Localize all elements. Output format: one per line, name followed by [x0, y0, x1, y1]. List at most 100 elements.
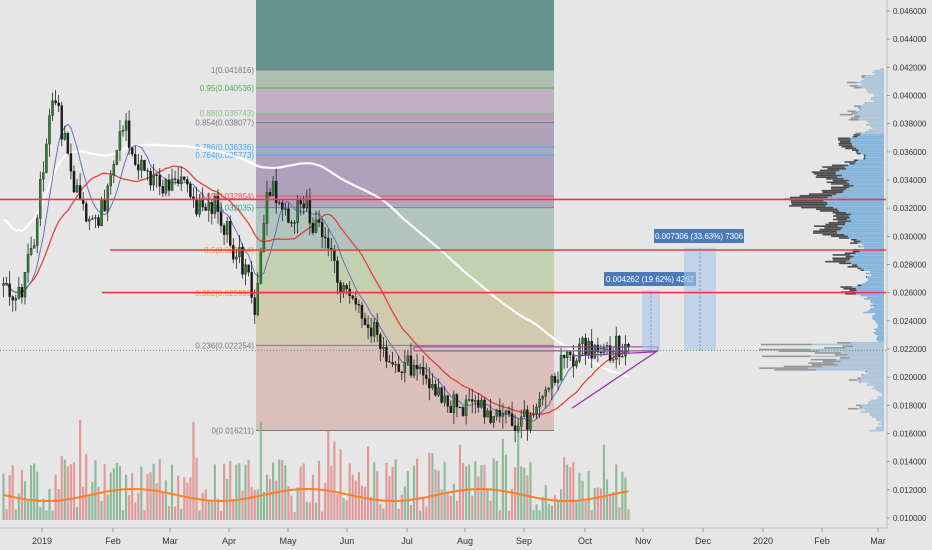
- volume-bar: [526, 475, 529, 520]
- candle-down: [232, 245, 235, 260]
- candle-up: [480, 399, 483, 408]
- volume-profile-bar: [868, 309, 884, 312]
- volume-profile-bar: [853, 255, 884, 258]
- volume-profile-bar: [852, 149, 859, 151]
- volume-profile-bar: [839, 210, 884, 212]
- volume-bar: [192, 421, 195, 520]
- volume-bar: [373, 462, 376, 520]
- candle-up: [614, 335, 618, 360]
- volume-profile-bar: [861, 83, 884, 86]
- volume-profile-bar: [832, 211, 846, 214]
- fib-level-label: 1(0.041816): [211, 66, 254, 75]
- candle-down: [281, 202, 284, 210]
- candle-up: [406, 355, 410, 363]
- volume-bar: [17, 493, 20, 520]
- volume-profile-bar: [867, 372, 884, 375]
- volume-bar: [88, 496, 91, 520]
- candle-up: [112, 164, 116, 176]
- x-tick-label: 2019: [32, 536, 52, 546]
- candle-down: [311, 223, 315, 233]
- volume-profile-bar: [850, 140, 884, 143]
- volume-profile-bar: [878, 423, 884, 425]
- volume-profile-bar: [847, 81, 857, 84]
- volume-profile-bar: [866, 120, 884, 123]
- volume-profile-bar: [812, 363, 838, 366]
- volume-profile-bar: [877, 335, 884, 337]
- volume-bar: [149, 472, 152, 520]
- candle-up: [51, 100, 54, 116]
- fib-level-label: 0.95(0.040536): [200, 84, 255, 93]
- volume-profile-bar: [863, 311, 884, 314]
- volume-profile-bar: [850, 242, 858, 244]
- candle-up: [501, 413, 505, 417]
- volume-bar: [75, 507, 79, 520]
- volume-profile-bar: [849, 237, 884, 239]
- volume-bar: [26, 499, 30, 520]
- volume-bar: [431, 453, 434, 520]
- fib-zone-band: [256, 155, 554, 197]
- volume-bar: [174, 506, 177, 520]
- volume-profile-bar: [819, 228, 841, 231]
- volume-profile-bar: [858, 265, 884, 268]
- candle-down: [354, 298, 358, 305]
- x-tick-label: Apr: [222, 536, 236, 546]
- candle-up: [207, 202, 211, 211]
- volume-profile-bar: [849, 137, 884, 140]
- candle-up: [556, 379, 560, 383]
- volume-profile-bar: [849, 289, 857, 292]
- candle-down: [409, 355, 413, 376]
- volume-profile-bar: [880, 421, 884, 424]
- volume-bar: [367, 446, 370, 520]
- volume-profile-bar: [853, 86, 862, 89]
- candle-down: [97, 217, 100, 226]
- volume-profile-bar: [847, 353, 884, 356]
- volume-bar: [198, 510, 201, 520]
- fib-zone-band: [256, 292, 554, 346]
- volume-bar: [112, 468, 115, 520]
- candle-down: [608, 345, 612, 361]
- x-tick-label: 2020: [753, 536, 773, 546]
- volume-profile-bar: [872, 316, 884, 319]
- candle-down: [8, 283, 11, 297]
- volume-profile-bar: [825, 223, 845, 226]
- candle-up: [538, 398, 541, 408]
- volume-profile-bar: [865, 156, 884, 158]
- volume-bar: [351, 474, 354, 520]
- volume-profile-bar: [760, 343, 812, 346]
- volume-bar: [5, 509, 8, 520]
- volume-bar: [391, 466, 394, 520]
- y-tick-label: 0.020000: [893, 373, 927, 382]
- volume-bar: [560, 489, 563, 520]
- candle-up: [547, 387, 551, 390]
- volume-bar: [370, 496, 373, 520]
- fib-zone-band: [256, 196, 554, 208]
- volume-profile-bar: [826, 181, 847, 184]
- candle-down: [333, 249, 336, 261]
- y-tick-label: 0.028000: [893, 261, 927, 270]
- volume-bar: [544, 485, 547, 520]
- candle-down: [167, 179, 171, 191]
- volume-bar: [109, 472, 112, 520]
- volume-bar: [115, 463, 118, 520]
- candle-down: [379, 334, 382, 349]
- volume-profile-bar: [849, 357, 884, 359]
- volume-profile-bar: [847, 218, 884, 221]
- candle-down: [146, 170, 149, 172]
- candle-down: [253, 297, 256, 315]
- volume-profile-bar: [844, 161, 856, 163]
- volume-profile-bar: [846, 181, 884, 184]
- candle-up: [170, 178, 174, 191]
- candle-down: [400, 371, 403, 374]
- volume-profile-bar: [837, 137, 850, 140]
- fib-zone-band: [256, 122, 554, 148]
- volume-profile-bar: [874, 385, 884, 388]
- fib-top-zone: [256, 0, 554, 70]
- volume-bar: [382, 508, 385, 520]
- volume-bar: [532, 509, 535, 520]
- volume-profile-bar: [816, 174, 842, 177]
- volume-profile-bar: [863, 156, 866, 158]
- volume-bar: [498, 510, 501, 520]
- volume-bar: [213, 464, 216, 520]
- candle-up: [106, 185, 109, 212]
